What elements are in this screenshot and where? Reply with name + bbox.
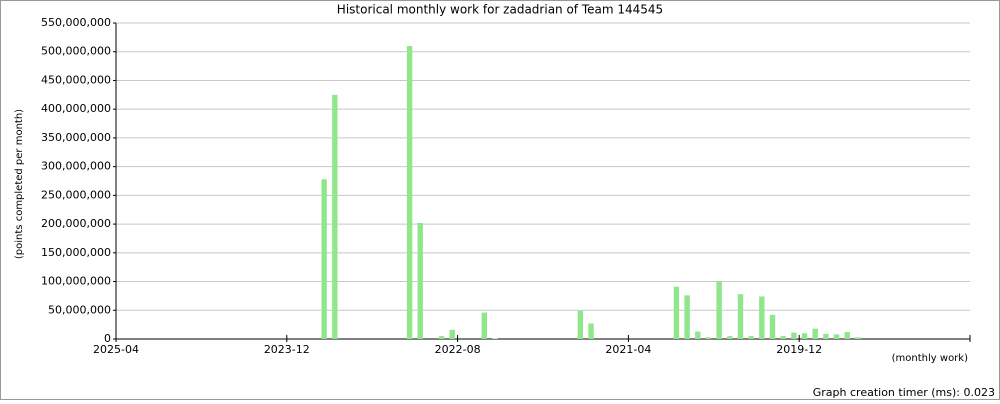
bar (791, 332, 797, 339)
bar (780, 336, 786, 339)
y-tick-label: 550,000,000 (41, 16, 111, 29)
bar (449, 329, 455, 339)
bar (812, 328, 818, 339)
x-tick-label: 2019-12 (776, 343, 822, 356)
x-tick-label: 2025-04 (93, 343, 139, 356)
bar (417, 222, 423, 339)
bar (759, 296, 765, 339)
y-tick-label: 200,000,000 (41, 217, 111, 230)
bar (737, 294, 744, 339)
bar (684, 295, 690, 339)
bar (833, 334, 840, 339)
y-tick-label: 450,000,000 (41, 73, 111, 86)
bar (855, 337, 861, 339)
y-tick-label: 0 (104, 332, 111, 345)
y-tick-label: 350,000,000 (41, 131, 111, 144)
bar (673, 286, 680, 339)
y-tick-label: 300,000,000 (41, 160, 111, 173)
bar (588, 323, 594, 339)
y-axis-label: (points completed per month) (14, 109, 25, 259)
bar (844, 332, 850, 339)
y-tick-label: 250,000,000 (41, 188, 111, 201)
bar (823, 333, 829, 339)
bar (321, 179, 327, 339)
bar (481, 312, 487, 339)
y-tick-label: 500,000,000 (41, 45, 111, 58)
bar (769, 314, 776, 339)
bar (695, 331, 701, 339)
bar (716, 281, 722, 339)
y-tick-label: 100,000,000 (41, 275, 111, 288)
bar (406, 45, 413, 340)
footer: Graph creation timer (ms): 0.023 (813, 386, 995, 399)
bar (332, 94, 338, 340)
y-tick-label: 400,000,000 (41, 102, 111, 115)
x-tick-label: 2023-12 (264, 343, 310, 356)
x-tick-label: 2021-04 (605, 343, 651, 356)
bar (577, 310, 584, 339)
chart-title: Historical monthly work for zadadrian of… (337, 3, 663, 17)
bar (438, 336, 445, 339)
y-tick-label: 150,000,000 (41, 246, 111, 259)
bar (492, 338, 498, 339)
bar (748, 336, 754, 339)
x-tick-label: 2022-08 (435, 343, 481, 356)
bar (727, 336, 733, 339)
x-axis-label: (monthly work) (892, 353, 968, 364)
bar (801, 333, 808, 339)
bar (705, 337, 712, 339)
y-tick-label: 50,000,000 (48, 303, 111, 316)
